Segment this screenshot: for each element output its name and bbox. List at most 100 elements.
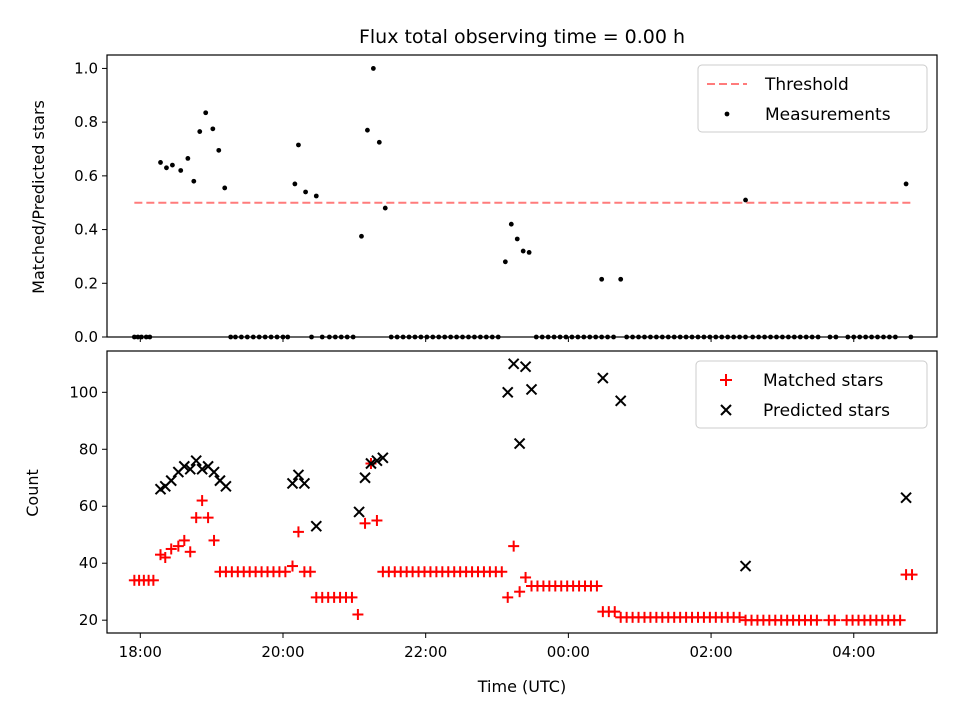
- measurement-point: [170, 162, 175, 168]
- predicted-star-point: [208, 466, 220, 478]
- top-legend: Threshold Measurements: [697, 64, 928, 133]
- bottom-ticks: 18:00 20:00 22:00 00:00 02:00 04:00 20 40 60 80 10…: [69, 383, 875, 661]
- matched-star-point: [514, 586, 526, 598]
- measurement-point: [520, 248, 526, 254]
- measurement-point: [618, 276, 624, 282]
- top-ylabel: Matched/Predicted stars: [29, 100, 48, 294]
- bottom-y-tick-label: 20: [79, 611, 98, 629]
- measurement-point: [382, 205, 388, 211]
- predicted-star-point: [597, 372, 609, 384]
- top-y-tick-label: 1.0: [74, 59, 98, 77]
- bottom-y-tick-label: 60: [79, 497, 98, 515]
- measurement-point: [185, 156, 191, 161]
- top-y-tick-label: 0.2: [74, 274, 98, 292]
- predicted-star-point: [365, 457, 377, 470]
- measurement-point: [203, 110, 209, 116]
- matched-star-point: [190, 512, 202, 524]
- measurement-point: [164, 165, 169, 171]
- matched-star-point: [178, 534, 190, 546]
- measurement-point: [178, 168, 184, 173]
- bottom-ylabel: Count: [23, 469, 42, 517]
- matched-star-point: [202, 512, 214, 524]
- matched-star-point: [502, 591, 514, 603]
- measurement-point: [313, 193, 319, 199]
- measurement-point: [376, 139, 382, 145]
- bottom-series-predicted-stars: [154, 358, 912, 572]
- top-panel: Flux total observing time = 0.00 h 0.00.…: [29, 26, 938, 346]
- predicted-star-point: [184, 463, 196, 475]
- predicted-star-point: [371, 454, 383, 467]
- measurement-point: [526, 250, 532, 255]
- measurement-point: [502, 259, 508, 265]
- predicted-star-point: [220, 480, 232, 493]
- bottom-y-tick-label: 40: [79, 554, 98, 572]
- top-legend-box: [697, 64, 928, 133]
- bottom-xlabel: Time (UTC): [477, 677, 566, 696]
- measurement-point: [303, 189, 308, 195]
- matched-star-point: [287, 560, 299, 572]
- top-y-tick-label: 0.8: [74, 113, 98, 131]
- matched-star-point: [811, 614, 823, 626]
- bottom-legend-predicted-label: Predicted stars: [763, 401, 890, 421]
- matched-star-point: [304, 566, 316, 578]
- matched-star-point: [196, 495, 208, 507]
- predicted-star-point: [519, 360, 532, 373]
- matched-star-point: [279, 566, 291, 578]
- predicted-star-point: [502, 386, 514, 399]
- measurement-point: [743, 197, 748, 203]
- matched-star-point: [172, 540, 184, 552]
- predicted-star-point: [310, 520, 322, 532]
- matched-star-point: [894, 614, 906, 626]
- measurement-point: [222, 185, 228, 191]
- predicted-star-point: [178, 460, 190, 473]
- matched-star-point: [609, 606, 621, 618]
- measurement-point: [292, 181, 298, 187]
- predicted-star-point: [359, 472, 371, 484]
- matched-star-point: [520, 571, 532, 583]
- matched-legend-marker: [720, 374, 732, 386]
- matched-star-point: [159, 552, 171, 564]
- top-axes-frame: [106, 54, 938, 338]
- predicted-star-point: [507, 358, 520, 370]
- bottom-x-tick-label: 20:00: [261, 643, 304, 661]
- matched-star-point: [359, 517, 371, 529]
- measurement-point: [365, 127, 370, 133]
- bottom-x-tick-label: 00:00: [547, 643, 590, 661]
- measurement-point: [903, 181, 909, 187]
- matched-star-point: [352, 608, 364, 620]
- matched-star-point: [906, 569, 918, 581]
- top-y-tick-label: 0.6: [74, 167, 98, 185]
- measurement-point: [370, 66, 376, 71]
- bottom-x-tick-label: 22:00: [404, 643, 447, 661]
- matched-star-point: [208, 534, 220, 546]
- top-ticks: 0.0 0.2 0.4 0.6 0.8 1.0: [74, 59, 855, 346]
- measurement-point: [514, 236, 520, 242]
- matched-star-point: [165, 543, 177, 555]
- bottom-legend-matched-label: Matched stars: [763, 371, 883, 391]
- predicted-star-point: [196, 463, 208, 475]
- measurement-point: [191, 178, 197, 184]
- measurement-point: [296, 142, 301, 148]
- measurement-point: [210, 126, 216, 132]
- predicted-star-point: [292, 469, 305, 481]
- matched-star-point: [371, 514, 383, 526]
- predicted-star-point: [377, 452, 389, 464]
- predicted-star-point: [614, 395, 627, 407]
- bottom-y-tick-label: 80: [79, 440, 98, 458]
- measurement-point: [158, 160, 163, 165]
- predicted-star-point: [525, 383, 538, 396]
- top-legend-measurements-label: Measurements: [765, 105, 891, 125]
- predicted-star-point: [286, 477, 299, 490]
- measurement-point: [216, 147, 222, 153]
- bottom-x-tick-label: 18:00: [119, 643, 162, 661]
- predicted-star-point: [298, 477, 311, 490]
- predicted-star-point: [739, 560, 752, 572]
- predicted-star-point: [513, 437, 526, 450]
- top-y-tick-label: 0.0: [74, 328, 98, 346]
- predicted-star-point: [353, 506, 365, 518]
- bottom-x-tick-label: 04:00: [832, 643, 875, 661]
- bottom-y-tick-label: 100: [69, 383, 98, 401]
- matched-star-point: [734, 611, 746, 623]
- predicted-star-point: [190, 454, 202, 467]
